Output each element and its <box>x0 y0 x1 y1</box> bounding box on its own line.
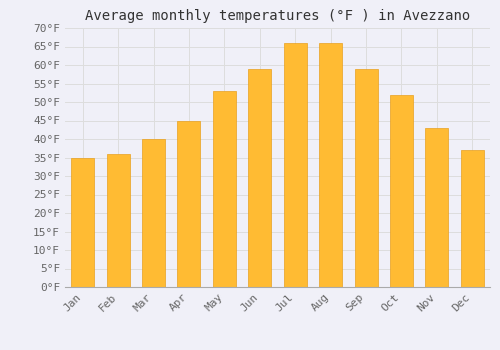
Bar <box>213 91 236 287</box>
Bar <box>319 43 342 287</box>
Bar <box>248 69 272 287</box>
Bar <box>354 69 378 287</box>
Bar <box>142 139 165 287</box>
Bar <box>426 128 448 287</box>
Title: Average monthly temperatures (°F ) in Avezzano: Average monthly temperatures (°F ) in Av… <box>85 9 470 23</box>
Bar <box>178 120 201 287</box>
Bar <box>461 150 484 287</box>
Bar <box>284 43 306 287</box>
Bar <box>390 94 413 287</box>
Bar <box>71 158 94 287</box>
Bar <box>106 154 130 287</box>
